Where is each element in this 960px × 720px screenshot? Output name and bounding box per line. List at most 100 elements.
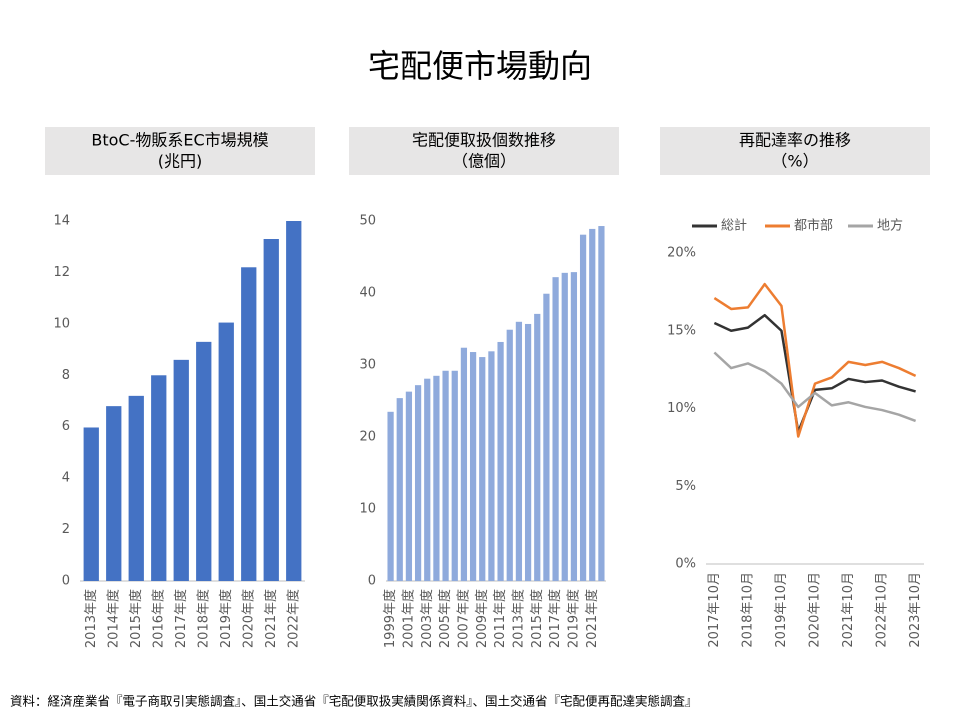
bar	[552, 277, 559, 581]
x-tick-label: 2003年度	[419, 589, 435, 648]
bar	[515, 321, 523, 581]
y-tick-label: 40	[359, 286, 376, 301]
x-tick-label: 2020年10月	[808, 572, 823, 648]
bar	[241, 267, 257, 581]
bar	[387, 411, 394, 581]
x-tick-label: 2013年度	[83, 589, 99, 648]
bar	[405, 391, 413, 581]
y-tick-label: 10	[53, 316, 70, 331]
bar	[433, 375, 440, 581]
bar	[479, 357, 486, 581]
panel-title: BtoC-物販系EC市場規模	[91, 131, 268, 150]
x-tick-label: 2021年度	[584, 589, 600, 648]
bar	[579, 234, 587, 581]
x-tick-label: 2017年度	[173, 589, 189, 648]
x-tick-label: 2021年10月	[841, 572, 856, 648]
x-tick-label: 2019年10月	[774, 572, 789, 648]
panel-header	[660, 127, 930, 175]
y-tick-label: 6	[62, 419, 70, 434]
bar	[497, 341, 504, 581]
x-tick-label: 2018年10月	[740, 572, 755, 648]
x-tick-label: 2001年度	[400, 589, 416, 648]
x-tick-label: 2022年度	[285, 589, 301, 648]
y-tick-label: 0	[62, 574, 70, 589]
x-tick-label: 2019年度	[218, 589, 234, 648]
y-tick-label: 14	[53, 214, 70, 229]
bar	[424, 378, 431, 581]
x-tick-label: 2014年度	[105, 589, 121, 648]
panel-unit: （%）	[771, 152, 818, 171]
panel-title: 宅配便取扱個数推移	[412, 131, 556, 150]
bar	[561, 272, 568, 581]
line-series	[713, 282, 917, 438]
x-tick-label: 2011年度	[492, 589, 508, 648]
bar	[286, 221, 302, 581]
x-tick-label: 2022年10月	[875, 572, 890, 648]
bar	[589, 228, 596, 582]
y-tick-label: 0	[368, 574, 376, 589]
y-tick-label: 50	[359, 214, 376, 229]
y-tick-label: 4	[62, 471, 70, 486]
bar	[173, 359, 189, 581]
bar	[570, 272, 578, 581]
page-title: 宅配便市場動向	[368, 47, 592, 85]
panel-header	[45, 127, 315, 175]
y-tick-label: 12	[53, 265, 70, 280]
line-series	[713, 351, 917, 423]
bar	[460, 347, 468, 581]
source-note: 資料：経済産業省『電子商取引実態調査』、国土交通省『宅配便取扱実績関係資料』、国…	[10, 694, 698, 709]
x-tick-label: 2019年度	[565, 589, 581, 648]
y-tick-label: 20%	[667, 246, 696, 261]
x-tick-label: 2007年度	[455, 589, 471, 648]
bar	[469, 352, 477, 581]
bar	[128, 395, 144, 581]
x-tick-label: 2023年10月	[908, 572, 923, 648]
bar	[451, 370, 458, 581]
panel-header	[349, 127, 619, 175]
y-tick-label: 5%	[675, 479, 696, 494]
bar	[506, 329, 513, 581]
x-tick-label: 2020年度	[240, 589, 256, 648]
legend-label: 総計	[721, 218, 747, 234]
bar	[598, 226, 605, 582]
bar	[151, 375, 167, 581]
panel-unit: （億個）	[452, 152, 516, 171]
y-tick-label: 20	[359, 430, 376, 445]
bar	[543, 293, 550, 581]
x-tick-label: 2015年度	[529, 589, 545, 648]
y-tick-label: 8	[62, 368, 70, 383]
y-tick-label: 30	[359, 358, 376, 373]
x-tick-label: 2017年10月	[707, 572, 722, 648]
y-tick-label: 10	[359, 502, 376, 517]
bar	[442, 370, 449, 581]
y-tick-label: 0%	[675, 557, 696, 572]
y-tick-label: 2	[62, 522, 70, 537]
x-tick-label: 2021年度	[263, 589, 279, 648]
y-tick-label: 15%	[667, 323, 696, 338]
bar	[83, 427, 99, 581]
x-tick-label: 2009年度	[474, 589, 490, 648]
bar	[524, 323, 532, 581]
bar	[534, 313, 541, 581]
x-tick-label: 2016年度	[150, 589, 166, 648]
bar	[196, 341, 212, 581]
x-tick-label: 2013年度	[510, 589, 526, 648]
panel-unit: (兆円)	[158, 152, 203, 171]
panel-title: 再配達率の推移	[739, 131, 851, 150]
legend-label: 都市部	[794, 218, 833, 234]
bar	[106, 406, 122, 581]
bar	[218, 322, 234, 581]
x-tick-label: 2015年度	[128, 589, 144, 648]
line-series	[713, 313, 916, 434]
bar	[488, 351, 495, 581]
legend-label: 地方	[877, 218, 903, 234]
x-tick-label: 2005年度	[437, 589, 453, 648]
x-tick-label: 2017年度	[547, 589, 563, 648]
y-tick-label: 10%	[667, 401, 696, 416]
bar	[414, 385, 422, 581]
x-tick-label: 2018年度	[195, 589, 211, 648]
x-tick-label: 1999年度	[382, 589, 398, 648]
bar	[396, 398, 403, 581]
bar	[263, 239, 279, 581]
